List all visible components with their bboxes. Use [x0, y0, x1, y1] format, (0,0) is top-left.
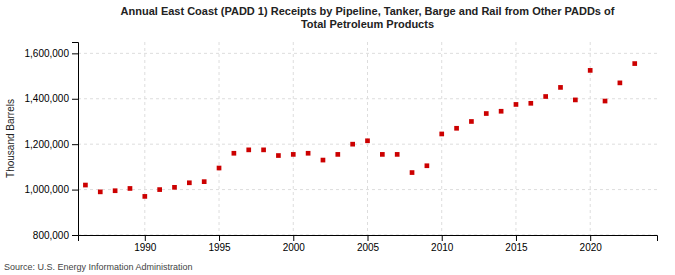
tick-mark: [293, 235, 294, 241]
grid-line: [78, 53, 657, 54]
tick: 1,000,000: [25, 184, 79, 195]
point: [410, 170, 415, 175]
point: [321, 158, 326, 163]
tick-label: 800,000: [33, 230, 70, 241]
point: [395, 152, 400, 157]
point: [588, 68, 593, 73]
tick: 1,400,000: [25, 93, 79, 104]
tick-mark: [219, 235, 220, 241]
y-axis: 800,000 1,000,000 1,200,000 1,400,000 1,600,…: [25, 43, 79, 241]
point: [261, 148, 266, 153]
chart: Annual East Coast (PADD 1) Receipts by P…: [0, 0, 675, 275]
tick-label: 2015: [505, 242, 528, 253]
point: [128, 186, 133, 191]
point: [632, 61, 637, 66]
tick-mark: [72, 99, 78, 100]
point: [484, 111, 489, 116]
point: [217, 166, 222, 171]
points: [83, 61, 637, 199]
grid-line: [441, 42, 442, 235]
tick: 2000: [283, 235, 306, 253]
point: [439, 132, 444, 137]
point: [113, 188, 118, 193]
tick: 1995: [208, 235, 231, 253]
tick: 1,600,000: [25, 48, 79, 59]
tick-label: 1,400,000: [25, 93, 70, 104]
point: [291, 152, 296, 157]
grid-line: [78, 189, 657, 190]
axis-line: [79, 236, 658, 242]
tick-label: 2000: [283, 242, 306, 253]
grid-line: [293, 42, 294, 235]
point: [499, 109, 504, 114]
grid-line: [515, 42, 516, 235]
point: [528, 101, 533, 106]
point: [202, 179, 207, 184]
point: [157, 187, 162, 192]
tick: 1,200,000: [25, 139, 79, 150]
point: [425, 163, 430, 168]
tick: 800,000: [33, 230, 78, 241]
grid-line: [144, 42, 145, 235]
point: [276, 153, 281, 158]
tick-label: 1995: [208, 242, 231, 253]
annotation: Source: U.S. Energy Information Administ…: [4, 262, 193, 272]
point: [335, 152, 340, 157]
point: [514, 102, 519, 107]
point: [469, 119, 474, 124]
tick-mark: [72, 190, 78, 191]
point: [380, 152, 385, 157]
point: [543, 94, 548, 99]
point: [350, 142, 355, 147]
point: [83, 183, 88, 188]
tick-mark: [72, 144, 78, 145]
tick-label: 1990: [134, 242, 157, 253]
tick-mark: [368, 235, 369, 241]
tick: 1990: [134, 235, 157, 253]
tick-label: 2005: [357, 242, 380, 253]
point: [187, 180, 192, 185]
point: [558, 85, 563, 90]
tick-mark: [72, 53, 78, 54]
point: [365, 138, 370, 143]
y-axis-label: Thousand Barrels: [5, 99, 16, 178]
plot-area: 1990 1995 2000 2005 2010 2015 2020 800,000 1,000…: [25, 42, 658, 253]
tick-mark: [590, 235, 591, 241]
point: [246, 148, 251, 153]
tick-mark: [442, 235, 443, 241]
tick-label: 1,600,000: [25, 48, 70, 59]
point: [454, 126, 459, 131]
tick: 2020: [580, 235, 603, 253]
title: Annual East Coast (PADD 1) Receipts by P…: [121, 5, 615, 30]
point: [142, 194, 147, 199]
grid-line: [219, 42, 220, 235]
x-axis: 1990 1995 2000 2005 2010 2015 2020: [79, 235, 658, 253]
point: [618, 81, 623, 86]
point: [232, 151, 237, 156]
point: [98, 190, 103, 195]
tick-mark: [516, 235, 517, 241]
tick-label: 2010: [431, 242, 454, 253]
tick: 2015: [505, 235, 528, 253]
point: [573, 98, 578, 103]
tick-mark: [72, 235, 78, 236]
tick-label: 2020: [580, 242, 603, 253]
tick-mark: [145, 235, 146, 241]
grid: [78, 42, 657, 235]
axis-line: [72, 43, 79, 236]
tick: 2010: [431, 235, 454, 253]
point: [306, 151, 311, 156]
tick: 2005: [357, 235, 380, 253]
tick-label: 1,200,000: [25, 139, 70, 150]
tick-label: 1,000,000: [25, 184, 70, 195]
point: [603, 99, 608, 104]
point: [172, 185, 177, 190]
